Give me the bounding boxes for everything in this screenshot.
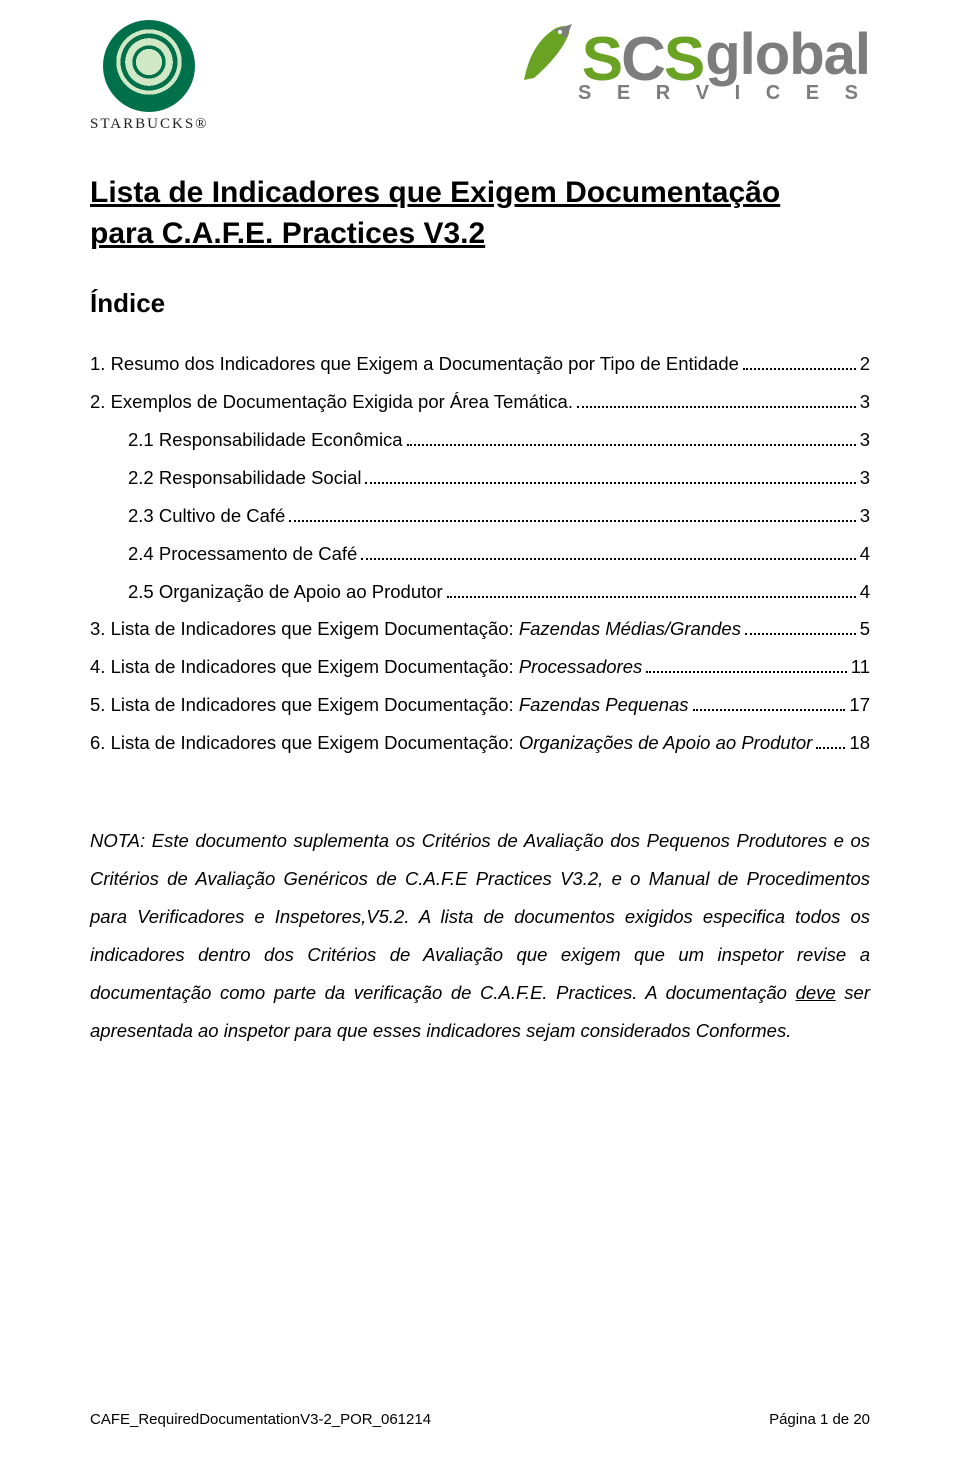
toc-row: 6. Lista de Indicadores que Exigem Docum… xyxy=(90,724,870,762)
toc-entry-page: 3 xyxy=(860,459,870,497)
toc-leader-dots xyxy=(693,708,846,711)
toc-entry-page: 11 xyxy=(851,648,870,686)
note-prefix: NOTA: Este documento suplementa os Crité… xyxy=(90,830,870,1003)
toc-entry-label: 2. Exemplos de Documentação Exigida por … xyxy=(90,383,573,421)
toc-entry-label: 1. Resumo dos Indicadores que Exigem a D… xyxy=(90,345,739,383)
scs-global-word: global xyxy=(705,21,870,88)
note-paragraph: NOTA: Este documento suplementa os Crité… xyxy=(90,822,870,1050)
starbucks-logo: STARBUCKS® xyxy=(90,20,209,133)
starbucks-logo-circle xyxy=(103,20,195,112)
toc-entry-italic: Processadores xyxy=(519,656,642,677)
toc-leader-dots xyxy=(646,670,847,673)
toc-leader-dots xyxy=(407,443,856,446)
toc-entry-page: 2 xyxy=(860,345,870,383)
title-line-1: Lista de Indicadores que Exigem Document… xyxy=(90,176,780,209)
toc-entry-label: 2.2 Responsabilidade Social xyxy=(128,459,361,497)
toc-row: 2. Exemplos de Documentação Exigida por … xyxy=(90,383,870,421)
toc-row: 2.1 Responsabilidade Econômica 3 xyxy=(90,421,870,459)
toc-entry-label: 2.3 Cultivo de Café xyxy=(128,497,285,535)
document-page: STARBUCKS® SCSglobal S E R V I C E S Lis… xyxy=(0,0,960,1462)
starbucks-wordmark: STARBUCKS® xyxy=(90,116,209,133)
kingfisher-icon xyxy=(516,20,576,88)
toc-row: 2.2 Responsabilidade Social 3 xyxy=(90,459,870,497)
table-of-contents: 1. Resumo dos Indicadores que Exigem a D… xyxy=(90,345,870,762)
document-title: Lista de Indicadores que Exigem Document… xyxy=(90,173,870,254)
toc-leader-dots xyxy=(447,595,856,598)
toc-entry-label: 4. Lista de Indicadores que Exigem Docum… xyxy=(90,648,642,686)
scs-logo-row: SCSglobal xyxy=(516,20,870,88)
toc-row: 2.4 Processamento de Café 4 xyxy=(90,535,870,573)
scs-letters: SCS xyxy=(582,32,704,88)
starbucks-logo-graphic xyxy=(109,26,189,106)
toc-entry-italic: Fazendas Pequenas xyxy=(519,694,689,715)
toc-entry-page: 17 xyxy=(849,686,870,724)
toc-leader-dots xyxy=(577,405,856,408)
note-deve: deve xyxy=(796,982,836,1003)
toc-entry-page: 4 xyxy=(860,535,870,573)
toc-leader-dots xyxy=(743,367,856,370)
toc-leader-dots xyxy=(289,519,855,522)
toc-entry-page: 18 xyxy=(849,724,870,762)
footer-page-number: Página 1 de 20 xyxy=(769,1411,870,1428)
toc-entry-label: 5. Lista de Indicadores que Exigem Docum… xyxy=(90,686,689,724)
toc-leader-dots xyxy=(745,632,856,635)
toc-entry-label: 3. Lista de Indicadores que Exigem Docum… xyxy=(90,610,741,648)
toc-entry-label: 2.5 Organização de Apoio ao Produtor xyxy=(128,573,443,611)
toc-entry-italic: Fazendas Médias/Grandes xyxy=(519,618,741,639)
toc-row: 3. Lista de Indicadores que Exigem Docum… xyxy=(90,610,870,648)
header-logos: STARBUCKS® SCSglobal S E R V I C E S xyxy=(90,20,870,133)
page-footer: CAFE_RequiredDocumentationV3-2_POR_06121… xyxy=(90,1411,870,1428)
toc-row: 2.5 Organização de Apoio ao Produtor 4 xyxy=(90,573,870,611)
toc-row: 5. Lista de Indicadores que Exigem Docum… xyxy=(90,686,870,724)
toc-row: 4. Lista de Indicadores que Exigem Docum… xyxy=(90,648,870,686)
scs-services-word: S E R V I C E S xyxy=(578,82,868,105)
toc-entry-page: 3 xyxy=(860,383,870,421)
toc-entry-page: 4 xyxy=(860,573,870,611)
toc-entry-page: 5 xyxy=(860,610,870,648)
title-line-2: para C.A.F.E. Practices V3.2 xyxy=(90,217,485,250)
toc-entry-page: 3 xyxy=(860,421,870,459)
toc-leader-dots xyxy=(816,746,845,749)
scs-logo: SCSglobal S E R V I C E S xyxy=(516,20,870,105)
toc-entry-label: 2.1 Responsabilidade Econômica xyxy=(128,421,403,459)
toc-heading: Índice xyxy=(90,288,870,319)
toc-leader-dots xyxy=(365,481,855,484)
toc-row: 2.3 Cultivo de Café 3 xyxy=(90,497,870,535)
toc-entry-italic: Organizações de Apoio ao Produtor xyxy=(519,732,812,753)
toc-entry-label: 6. Lista de Indicadores que Exigem Docum… xyxy=(90,724,812,762)
footer-filename: CAFE_RequiredDocumentationV3-2_POR_06121… xyxy=(90,1411,431,1428)
toc-entry-page: 3 xyxy=(860,497,870,535)
toc-row: 1. Resumo dos Indicadores que Exigem a D… xyxy=(90,345,870,383)
toc-entry-label: 2.4 Processamento de Café xyxy=(128,535,357,573)
toc-leader-dots xyxy=(361,557,855,560)
